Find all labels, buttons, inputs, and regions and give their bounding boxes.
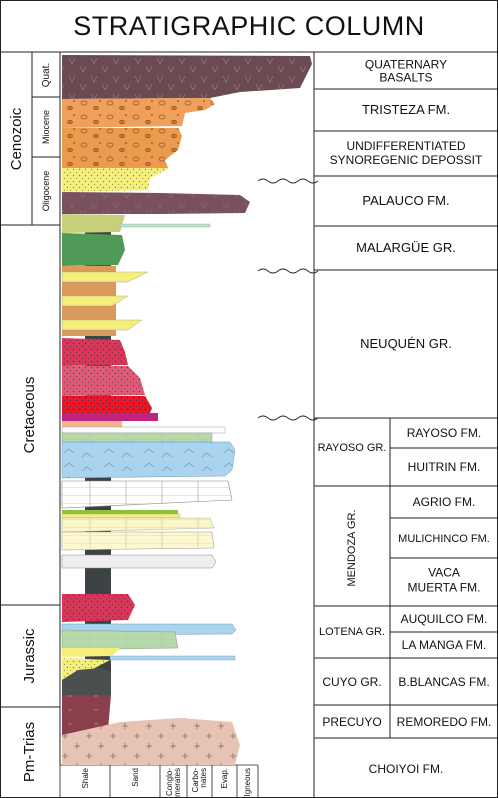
unconformity-oligocene xyxy=(257,178,319,184)
unconformity-rayoso xyxy=(257,415,319,421)
formation-la-manga: LA MANGA FM. xyxy=(402,638,487,652)
epoch-quat: Quat. xyxy=(41,63,52,87)
formation-choiyoi: CHOIYOI FM. xyxy=(369,762,444,776)
group-mendoza: MENDOZA GR. xyxy=(346,509,358,586)
group-precuyo: PRECUYO xyxy=(322,715,381,729)
stratum-lamanga-yellow xyxy=(62,648,120,657)
legend-label-2: Conglo-merates xyxy=(165,768,182,797)
stratum-malargue-base xyxy=(62,214,125,233)
tongue-neuquen-3 xyxy=(61,319,143,331)
formation-huitrin: HUITRIN FM. xyxy=(408,460,481,474)
formation-remoredo: REMOREDO FM. xyxy=(397,715,492,729)
era-jurassic: Jurassic xyxy=(21,628,38,684)
formation-rayoso: RAYOSO FM. xyxy=(407,426,481,440)
formation-mulichinco: MULICHINCO FM. xyxy=(398,533,490,545)
tongue-neuquen-1 xyxy=(61,271,149,283)
formation-neuquen: NEUQUÉN GR. xyxy=(360,336,452,351)
legend-label-4: Evap. xyxy=(220,768,229,788)
epoch-miocene: Miocene xyxy=(41,110,51,144)
formation-tristeza: TRISTEZA FM. xyxy=(362,102,450,117)
stratum-malargue-green xyxy=(62,233,125,266)
stratum-vaca-muerta xyxy=(61,554,217,569)
formation-table-grid xyxy=(313,52,498,798)
era-pmtrias: Pm-Trias xyxy=(21,722,38,782)
group-rayoso: RAYOSO GR. xyxy=(318,442,387,454)
epoch-oligocene: Oligocene xyxy=(41,171,51,212)
tongue-neuquen-2 xyxy=(61,295,129,307)
stratum-agrio-colored-1 xyxy=(62,510,178,514)
legend-label-1: Sand xyxy=(131,768,140,787)
stratum-malargue-thin xyxy=(119,223,211,228)
legend-label-0: Shale xyxy=(81,767,90,788)
unconformity-malargue xyxy=(257,268,319,274)
formation-palauco: PALAUCO FM. xyxy=(362,193,449,208)
stratum-neuquen-magenta xyxy=(62,413,158,421)
era-cretaceous: Cretaceous xyxy=(21,377,38,454)
legend-label-5: Igneous xyxy=(243,768,252,796)
era-cenozoic: Cenozoic xyxy=(8,107,25,170)
group-lotena: LOTENA GR. xyxy=(319,626,385,638)
legend-label-3: Carbo-nates xyxy=(191,768,208,793)
stratum-lamanga-thin-blue xyxy=(109,655,236,661)
chronostratigraphy-columns xyxy=(0,52,61,765)
page-title: STRATIGRAPHIC COLUMN xyxy=(73,10,425,41)
formation-auquilco: AUQUILCO FM. xyxy=(401,612,488,626)
formation-malargue: MALARGÜE GR. xyxy=(356,240,456,255)
formation-labels: QUATERNARY BASALTS TRISTEZA FM. UNDIFFERENT… xyxy=(330,58,492,777)
lithology-strata xyxy=(61,55,312,765)
formation-agrio: AGRIO FM. xyxy=(413,495,476,509)
lithology-legend-labels: Shale Sand Conglo-merates Carbo-nates Evap. I… xyxy=(81,767,252,796)
formation-vaca-muerta: VACA MUERTA FM. xyxy=(408,566,481,595)
group-cuyo: CUYO GR. xyxy=(322,675,381,689)
stratum-rayoso-grey-carb xyxy=(61,426,226,434)
formation-undifferentiated: UNDIFFERENTIATED SYNOREGENIC DEPOSSIT xyxy=(330,139,483,167)
formation-b-blancas: B.BLANCAS FM. xyxy=(398,675,489,689)
formation-quaternary: QUATERNARY BASALTS xyxy=(365,58,447,85)
stratum-agrio-colored-2 xyxy=(61,513,181,519)
stratum-cuyo-shale xyxy=(62,668,111,695)
unconformity-symbols xyxy=(257,178,319,421)
